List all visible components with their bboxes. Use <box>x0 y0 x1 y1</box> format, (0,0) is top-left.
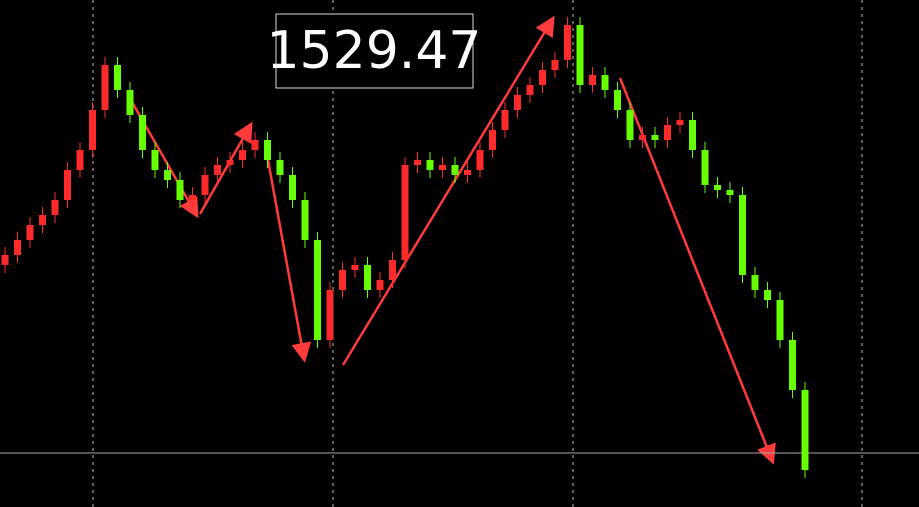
candle-body <box>514 95 521 110</box>
candle-body <box>226 160 234 165</box>
candle-body <box>151 150 159 170</box>
candle-body <box>301 200 309 240</box>
price-box <box>275 13 474 89</box>
candle-body <box>351 265 359 270</box>
candle-body <box>264 140 271 160</box>
candle-body <box>339 270 346 290</box>
candle-body <box>364 265 371 290</box>
candle-body <box>476 150 484 170</box>
candle-body <box>789 340 796 390</box>
candle-body <box>14 240 21 255</box>
candle-body <box>489 130 496 150</box>
candle-body <box>626 110 634 140</box>
candle-body <box>1 255 9 265</box>
candle-body <box>201 175 209 195</box>
candle-body <box>764 290 771 300</box>
candle-body <box>101 65 109 110</box>
candle-body <box>664 125 671 140</box>
candle-body <box>39 215 46 225</box>
candle-body <box>326 290 334 340</box>
candle-body <box>539 70 546 85</box>
candle-body <box>176 180 184 200</box>
candle-body <box>701 150 709 185</box>
candle-body <box>564 25 571 60</box>
candle-body <box>251 140 259 150</box>
candle-body <box>114 65 121 90</box>
candle-body <box>601 75 609 90</box>
candle-body <box>639 135 646 140</box>
candle-body <box>501 110 509 130</box>
candle-body <box>689 120 696 150</box>
candle-body <box>276 160 284 175</box>
candle-body <box>776 300 784 340</box>
candle-body <box>126 90 134 115</box>
candle-body <box>314 240 321 340</box>
candle-body <box>26 225 34 240</box>
candle-body <box>139 115 146 150</box>
candle-body <box>739 195 746 275</box>
candle-body <box>189 195 196 200</box>
candle-body <box>164 170 171 180</box>
candle-body <box>89 110 96 150</box>
candle-body <box>801 390 809 470</box>
candle-body <box>576 25 584 85</box>
candle-body <box>451 165 459 175</box>
candle-body <box>726 190 734 195</box>
candle-body <box>289 175 296 200</box>
trend-arrows <box>126 15 776 465</box>
candle-body <box>439 165 446 170</box>
candle-body <box>376 280 384 290</box>
candle-body <box>389 260 396 280</box>
candle-body <box>214 165 221 175</box>
candle-body <box>589 75 596 85</box>
candle-body <box>239 150 246 160</box>
candle-body <box>551 60 559 70</box>
candle-body <box>714 185 721 190</box>
candle-body <box>751 275 759 290</box>
candle-body <box>64 170 71 200</box>
price-label: 1529.47 <box>266 21 481 81</box>
candle-body <box>614 90 621 110</box>
candle-body <box>651 135 659 140</box>
candles <box>1 17 809 478</box>
candle-body <box>401 165 409 260</box>
candle-body <box>414 160 421 165</box>
candle-body <box>426 160 434 170</box>
candle-body <box>464 170 471 175</box>
candle-body <box>76 150 84 170</box>
candle-body <box>51 200 59 215</box>
candle-body <box>676 120 684 125</box>
candle-body <box>526 85 534 95</box>
